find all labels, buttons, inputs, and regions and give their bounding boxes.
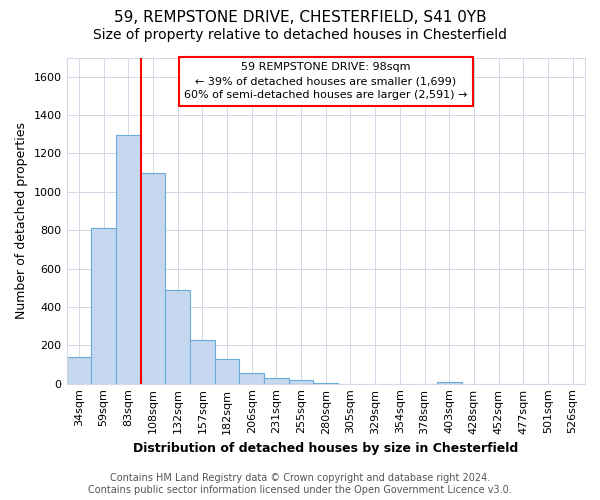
Bar (140, 172, 165, 384)
Text: 59, REMPSTONE DRIVE, CHESTERFIELD, S41 0YB: 59, REMPSTONE DRIVE, CHESTERFIELD, S41 0… (113, 10, 487, 25)
Y-axis label: Number of detached properties: Number of detached properties (15, 122, 28, 319)
Text: Size of property relative to detached houses in Chesterfield: Size of property relative to detached ho… (93, 28, 507, 42)
Bar (190, 340, 215, 384)
Bar (239, 373, 264, 384)
Bar (289, 380, 313, 384)
X-axis label: Distribution of detached houses by size in Chesterfield: Distribution of detached houses by size … (133, 442, 518, 455)
Bar (215, 358, 239, 384)
Bar (67, 357, 91, 384)
Bar (437, 382, 461, 384)
Text: 59 REMPSTONE DRIVE: 98sqm
← 39% of detached houses are smaller (1,699)
60% of se: 59 REMPSTONE DRIVE: 98sqm ← 39% of detac… (184, 62, 467, 100)
Bar (313, 382, 338, 384)
Bar (116, 135, 140, 384)
Text: Contains HM Land Registry data © Crown copyright and database right 2024.
Contai: Contains HM Land Registry data © Crown c… (88, 474, 512, 495)
Bar (91, 228, 116, 384)
Bar (264, 378, 289, 384)
Bar (165, 290, 190, 384)
